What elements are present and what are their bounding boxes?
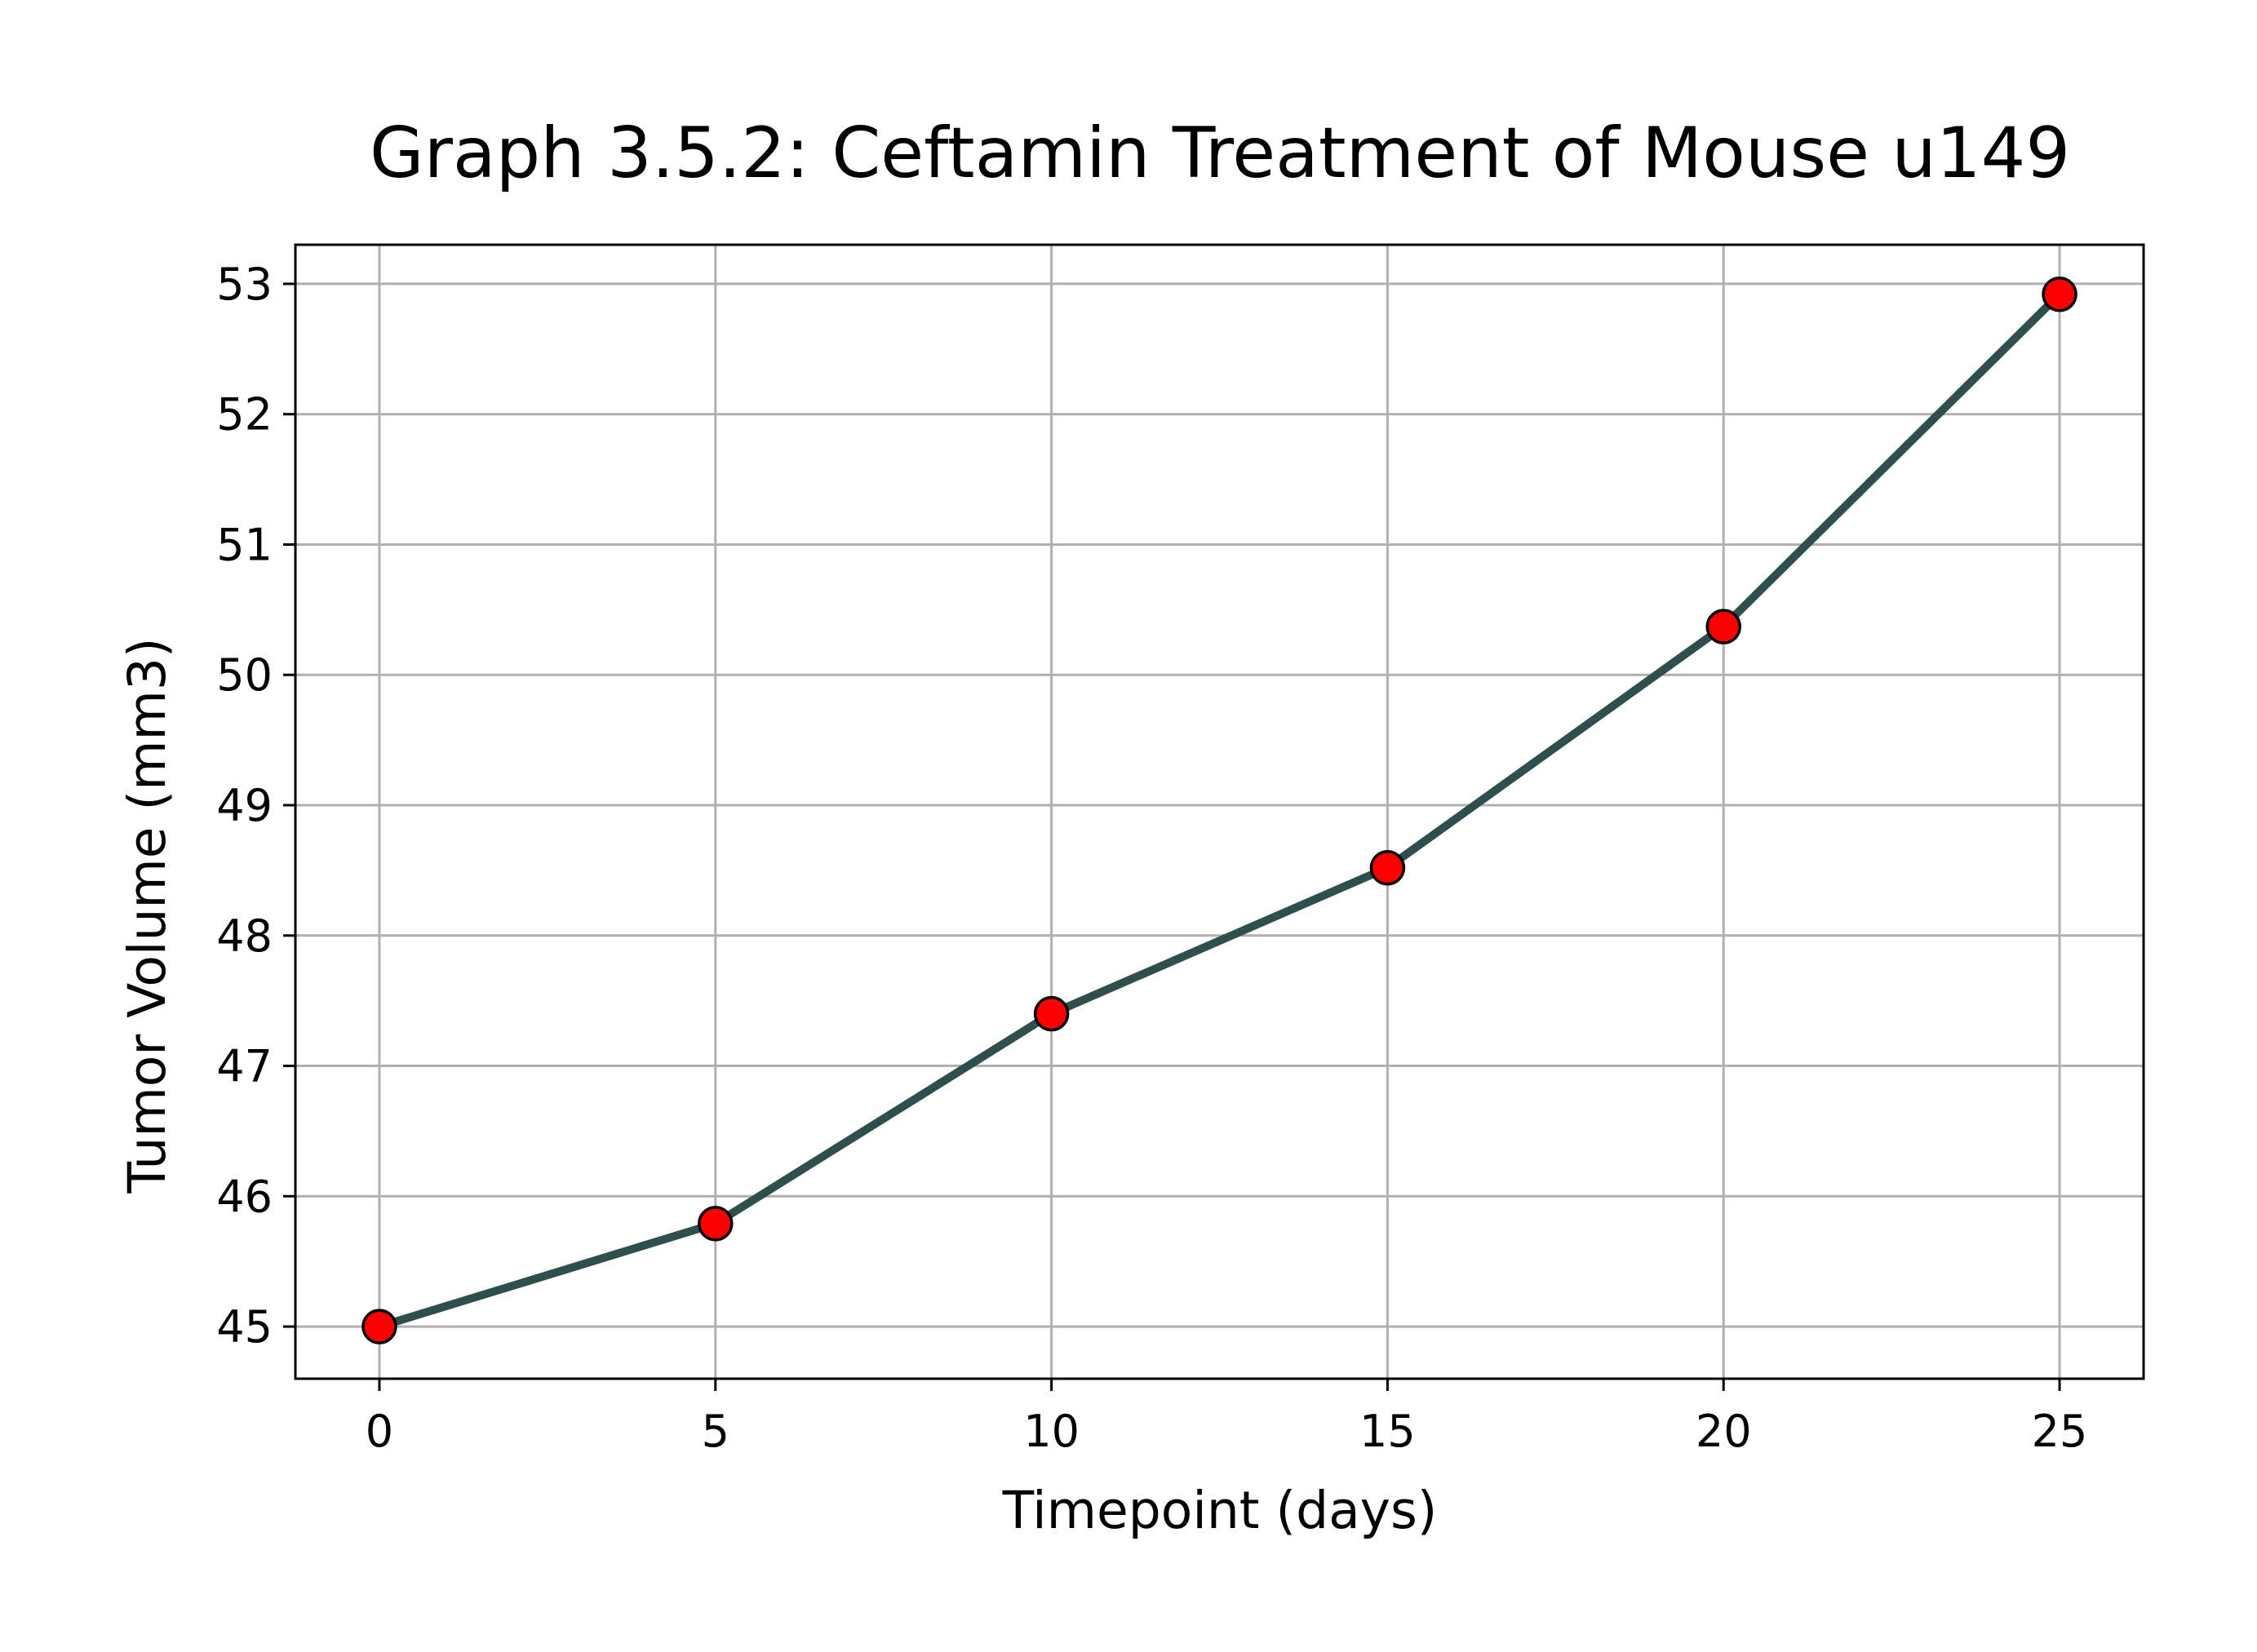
x-tick-label: 25 [2032, 1406, 2088, 1457]
grid-lines [295, 245, 2144, 1379]
plot-area-frame [294, 243, 2145, 1380]
y-axis-ticks: 45 46 47 48 49 50 51 52 53 [216, 259, 295, 1353]
y-tick-label: 50 [216, 649, 273, 701]
y-tick-label: 53 [216, 259, 273, 310]
y-tick-label: 47 [216, 1041, 273, 1092]
y-axis-label: Tumor Volume (mm3) [118, 637, 177, 1194]
data-point [1033, 995, 1070, 1032]
data-point [2042, 276, 2077, 312]
y-tick-label: 48 [216, 910, 273, 962]
data-point [1369, 849, 1406, 886]
x-tick-label: 20 [1696, 1406, 1752, 1457]
x-tick-label: 0 [366, 1406, 393, 1457]
series-line [375, 290, 2064, 1331]
data-point [698, 1206, 734, 1242]
x-axis-ticks: 0 5 10 15 20 25 [366, 1379, 2088, 1457]
data-points [361, 276, 2077, 1344]
chart-title: Graph 3.5.2: Ceftamin Treatment of Mouse… [370, 113, 2070, 194]
y-tick-label: 52 [216, 389, 273, 441]
x-tick-label: 15 [1359, 1406, 1416, 1457]
y-tick-label: 45 [216, 1301, 273, 1353]
x-tick-label: 5 [702, 1406, 729, 1457]
y-tick-label: 49 [216, 780, 273, 831]
data-point [1705, 609, 1741, 644]
x-tick-label: 10 [1023, 1406, 1080, 1457]
y-tick-label: 51 [216, 519, 273, 570]
x-axis-label: Timepoint (days) [1002, 1481, 1438, 1540]
series-lines [375, 290, 2064, 1331]
y-tick-label: 46 [216, 1171, 273, 1222]
data-point [361, 1309, 397, 1344]
